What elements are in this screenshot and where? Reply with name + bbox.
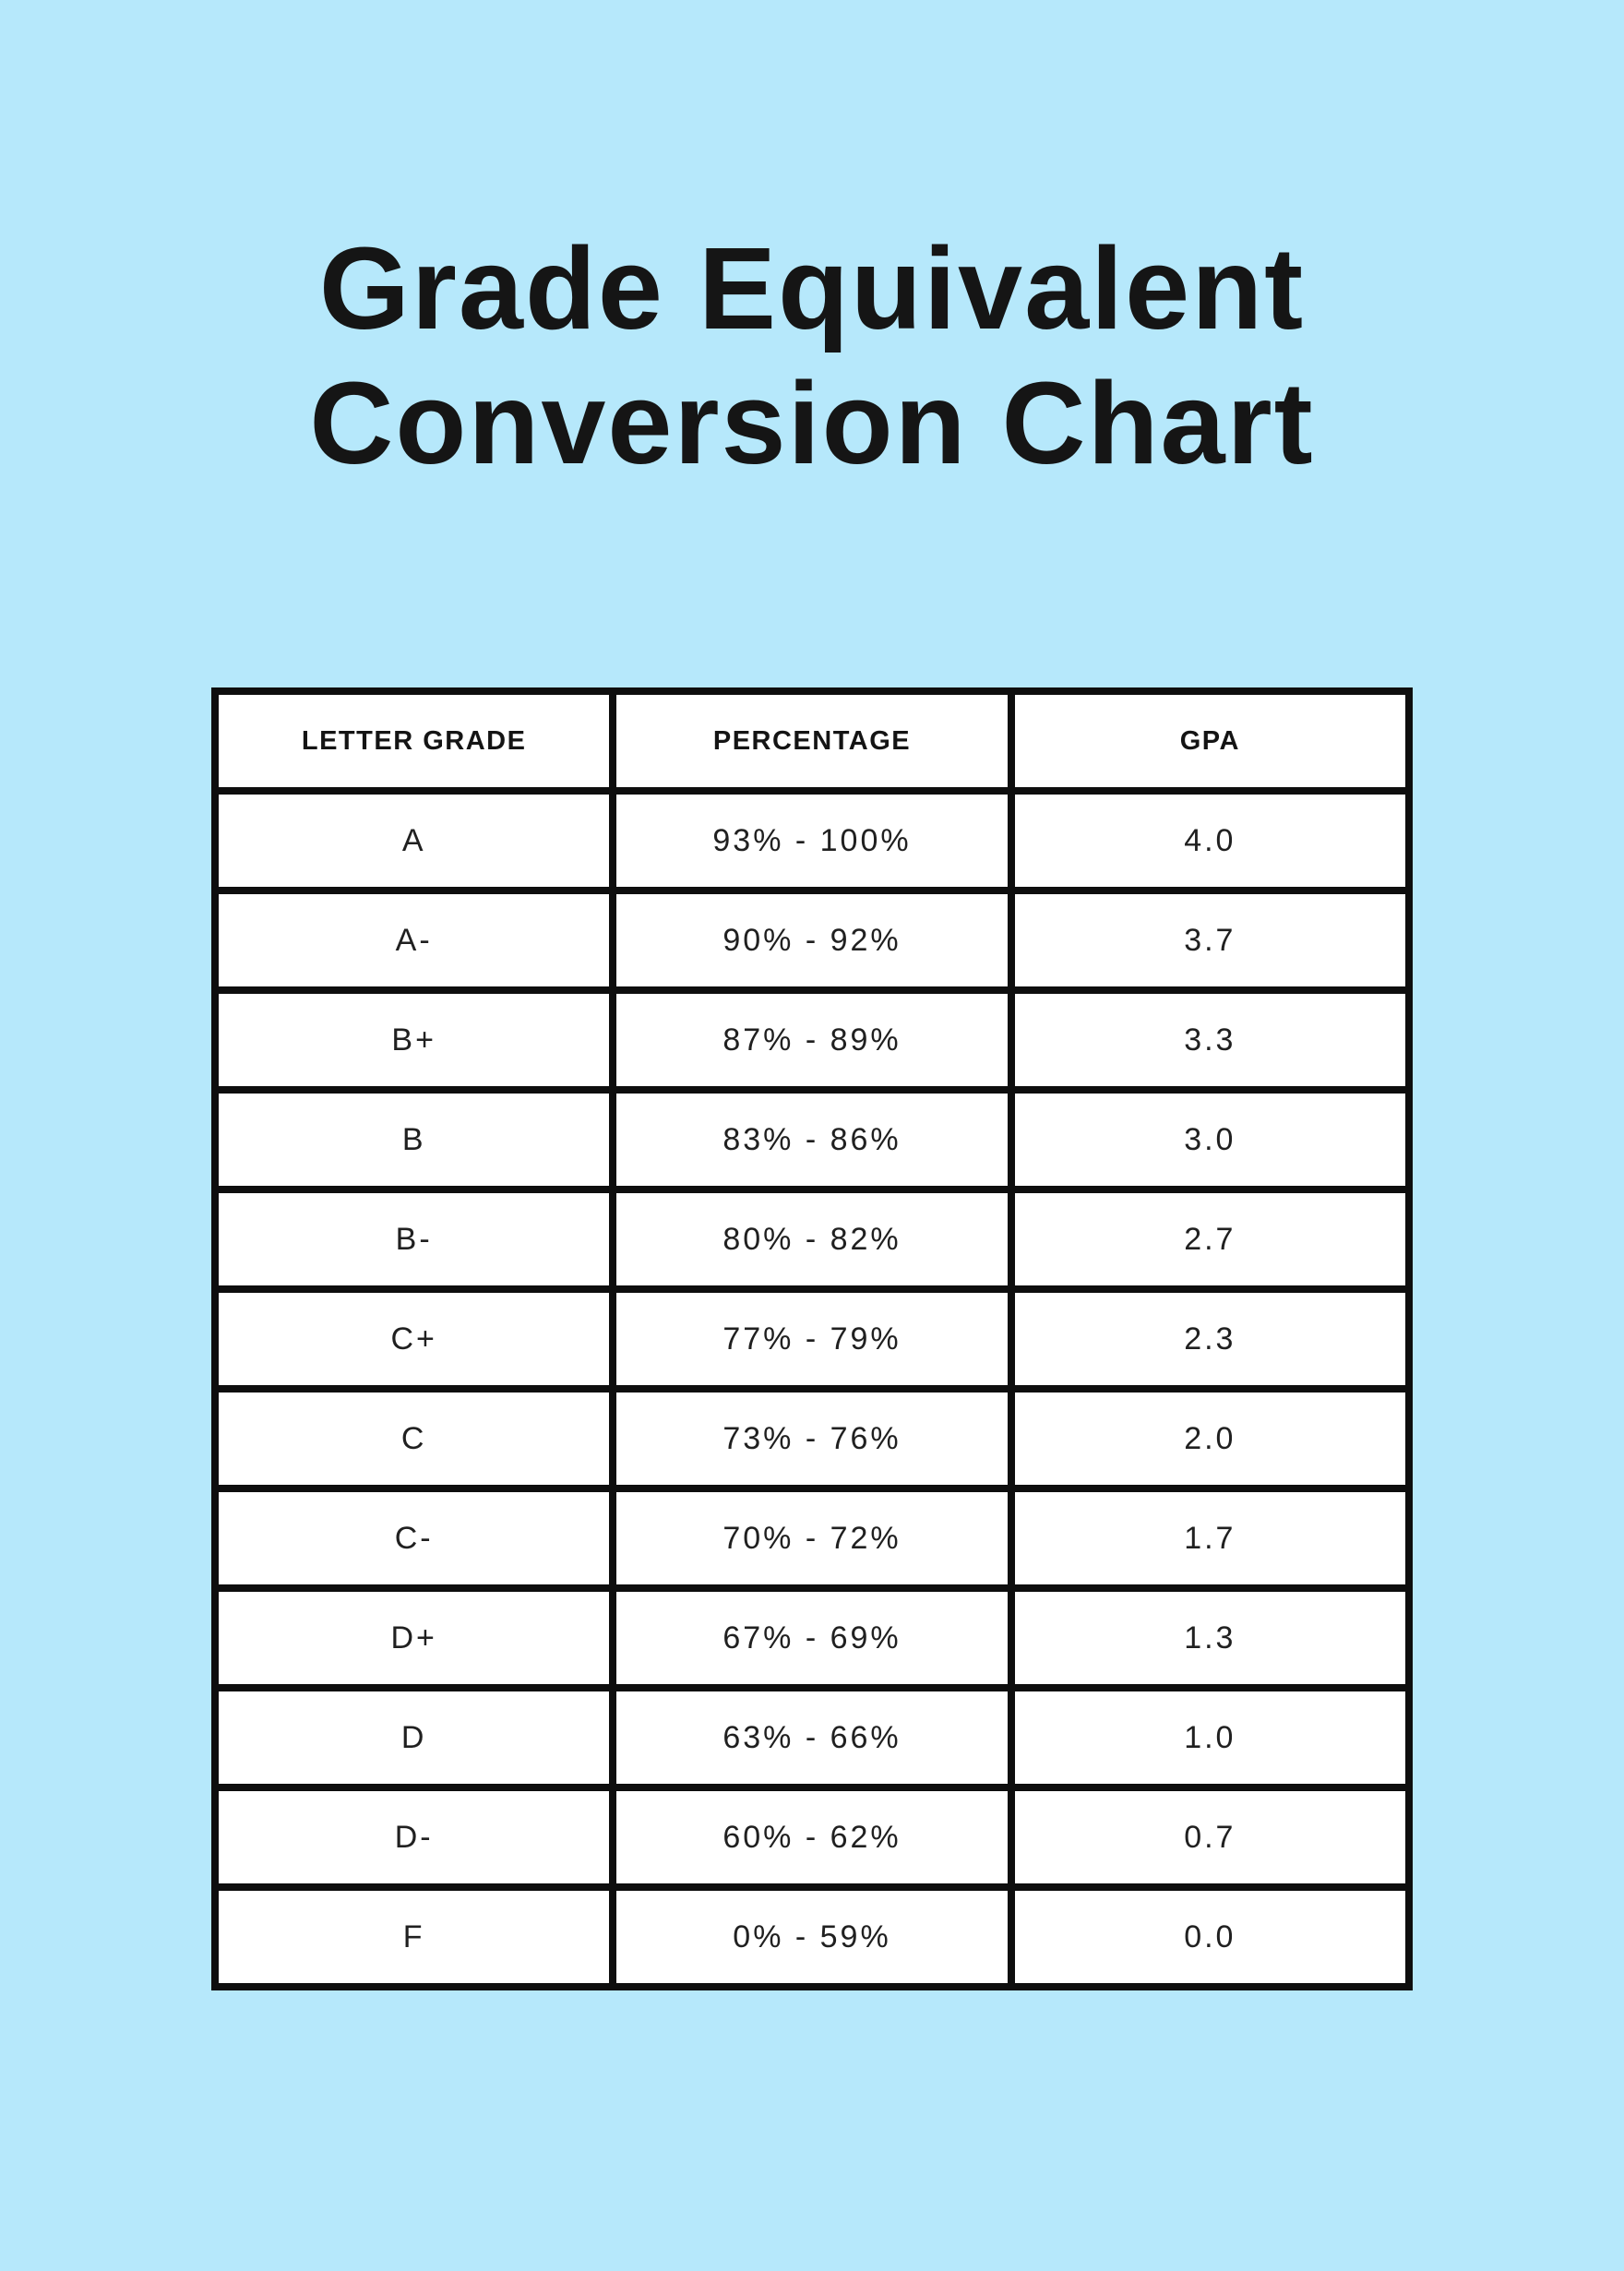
table-row: D 63% - 66% 1.0 bbox=[210, 1684, 1414, 1792]
table-row: A 93% - 100% 4.0 bbox=[210, 787, 1414, 895]
table-row: C 73% - 76% 2.0 bbox=[210, 1385, 1414, 1493]
cell-percentage: 67% - 69% bbox=[609, 1584, 1015, 1692]
cell-percentage: 93% - 100% bbox=[609, 787, 1015, 895]
cell-gpa: 2.7 bbox=[1007, 1186, 1414, 1294]
cell-gpa: 1.0 bbox=[1007, 1684, 1414, 1792]
cell-gpa: 3.7 bbox=[1007, 887, 1414, 995]
cell-letter-grade: C+ bbox=[210, 1285, 617, 1393]
cell-letter-grade: B+ bbox=[210, 986, 617, 1094]
cell-percentage: 60% - 62% bbox=[609, 1784, 1015, 1892]
cell-letter-grade: A- bbox=[210, 887, 617, 995]
cell-letter-grade: C- bbox=[210, 1485, 617, 1593]
grade-conversion-table: LETTER GRADE PERCENTAGE GPA A 93% - 100%… bbox=[210, 687, 1414, 1991]
table-row: C- 70% - 72% 1.7 bbox=[210, 1485, 1414, 1593]
cell-percentage: 63% - 66% bbox=[609, 1684, 1015, 1792]
cell-letter-grade: F bbox=[210, 1883, 617, 1991]
cell-letter-grade: D bbox=[210, 1684, 617, 1792]
table-row: B 83% - 86% 3.0 bbox=[210, 1086, 1414, 1194]
cell-percentage: 77% - 79% bbox=[609, 1285, 1015, 1393]
cell-gpa: 4.0 bbox=[1007, 787, 1414, 895]
cell-percentage: 87% - 89% bbox=[609, 986, 1015, 1094]
cell-letter-grade: D- bbox=[210, 1784, 617, 1892]
table-row: A- 90% - 92% 3.7 bbox=[210, 887, 1414, 995]
cell-gpa: 0.0 bbox=[1007, 1883, 1414, 1991]
cell-letter-grade: A bbox=[210, 787, 617, 895]
cell-gpa: 0.7 bbox=[1007, 1784, 1414, 1892]
cell-letter-grade: D+ bbox=[210, 1584, 617, 1692]
table-header-row: LETTER GRADE PERCENTAGE GPA bbox=[210, 687, 1414, 795]
cell-letter-grade: B bbox=[210, 1086, 617, 1194]
cell-gpa: 2.3 bbox=[1007, 1285, 1414, 1393]
cell-percentage: 90% - 92% bbox=[609, 887, 1015, 995]
cell-percentage: 0% - 59% bbox=[609, 1883, 1015, 1991]
page-title: Grade Equivalent Conversion Chart bbox=[0, 0, 1624, 491]
cell-percentage: 73% - 76% bbox=[609, 1385, 1015, 1493]
cell-percentage: 83% - 86% bbox=[609, 1086, 1015, 1194]
header-cell-percentage: PERCENTAGE bbox=[609, 687, 1015, 795]
cell-gpa: 3.0 bbox=[1007, 1086, 1414, 1194]
table-row: D+ 67% - 69% 1.3 bbox=[210, 1584, 1414, 1692]
page-title-line-1: Grade Equivalent bbox=[318, 223, 1306, 353]
page-title-line-2: Conversion Chart bbox=[309, 358, 1315, 489]
header-cell-letter-grade: LETTER GRADE bbox=[210, 687, 617, 795]
cell-gpa: 2.0 bbox=[1007, 1385, 1414, 1493]
table-row: B- 80% - 82% 2.7 bbox=[210, 1186, 1414, 1294]
header-cell-gpa: GPA bbox=[1007, 687, 1414, 795]
table-row: D- 60% - 62% 0.7 bbox=[210, 1784, 1414, 1892]
table-row: F 0% - 59% 0.0 bbox=[210, 1883, 1414, 1991]
table-row: B+ 87% - 89% 3.3 bbox=[210, 986, 1414, 1094]
cell-gpa: 3.3 bbox=[1007, 986, 1414, 1094]
cell-percentage: 70% - 72% bbox=[609, 1485, 1015, 1593]
cell-letter-grade: B- bbox=[210, 1186, 617, 1294]
cell-percentage: 80% - 82% bbox=[609, 1186, 1015, 1294]
cell-letter-grade: C bbox=[210, 1385, 617, 1493]
cell-gpa: 1.3 bbox=[1007, 1584, 1414, 1692]
cell-gpa: 1.7 bbox=[1007, 1485, 1414, 1593]
table-row: C+ 77% - 79% 2.3 bbox=[210, 1285, 1414, 1393]
